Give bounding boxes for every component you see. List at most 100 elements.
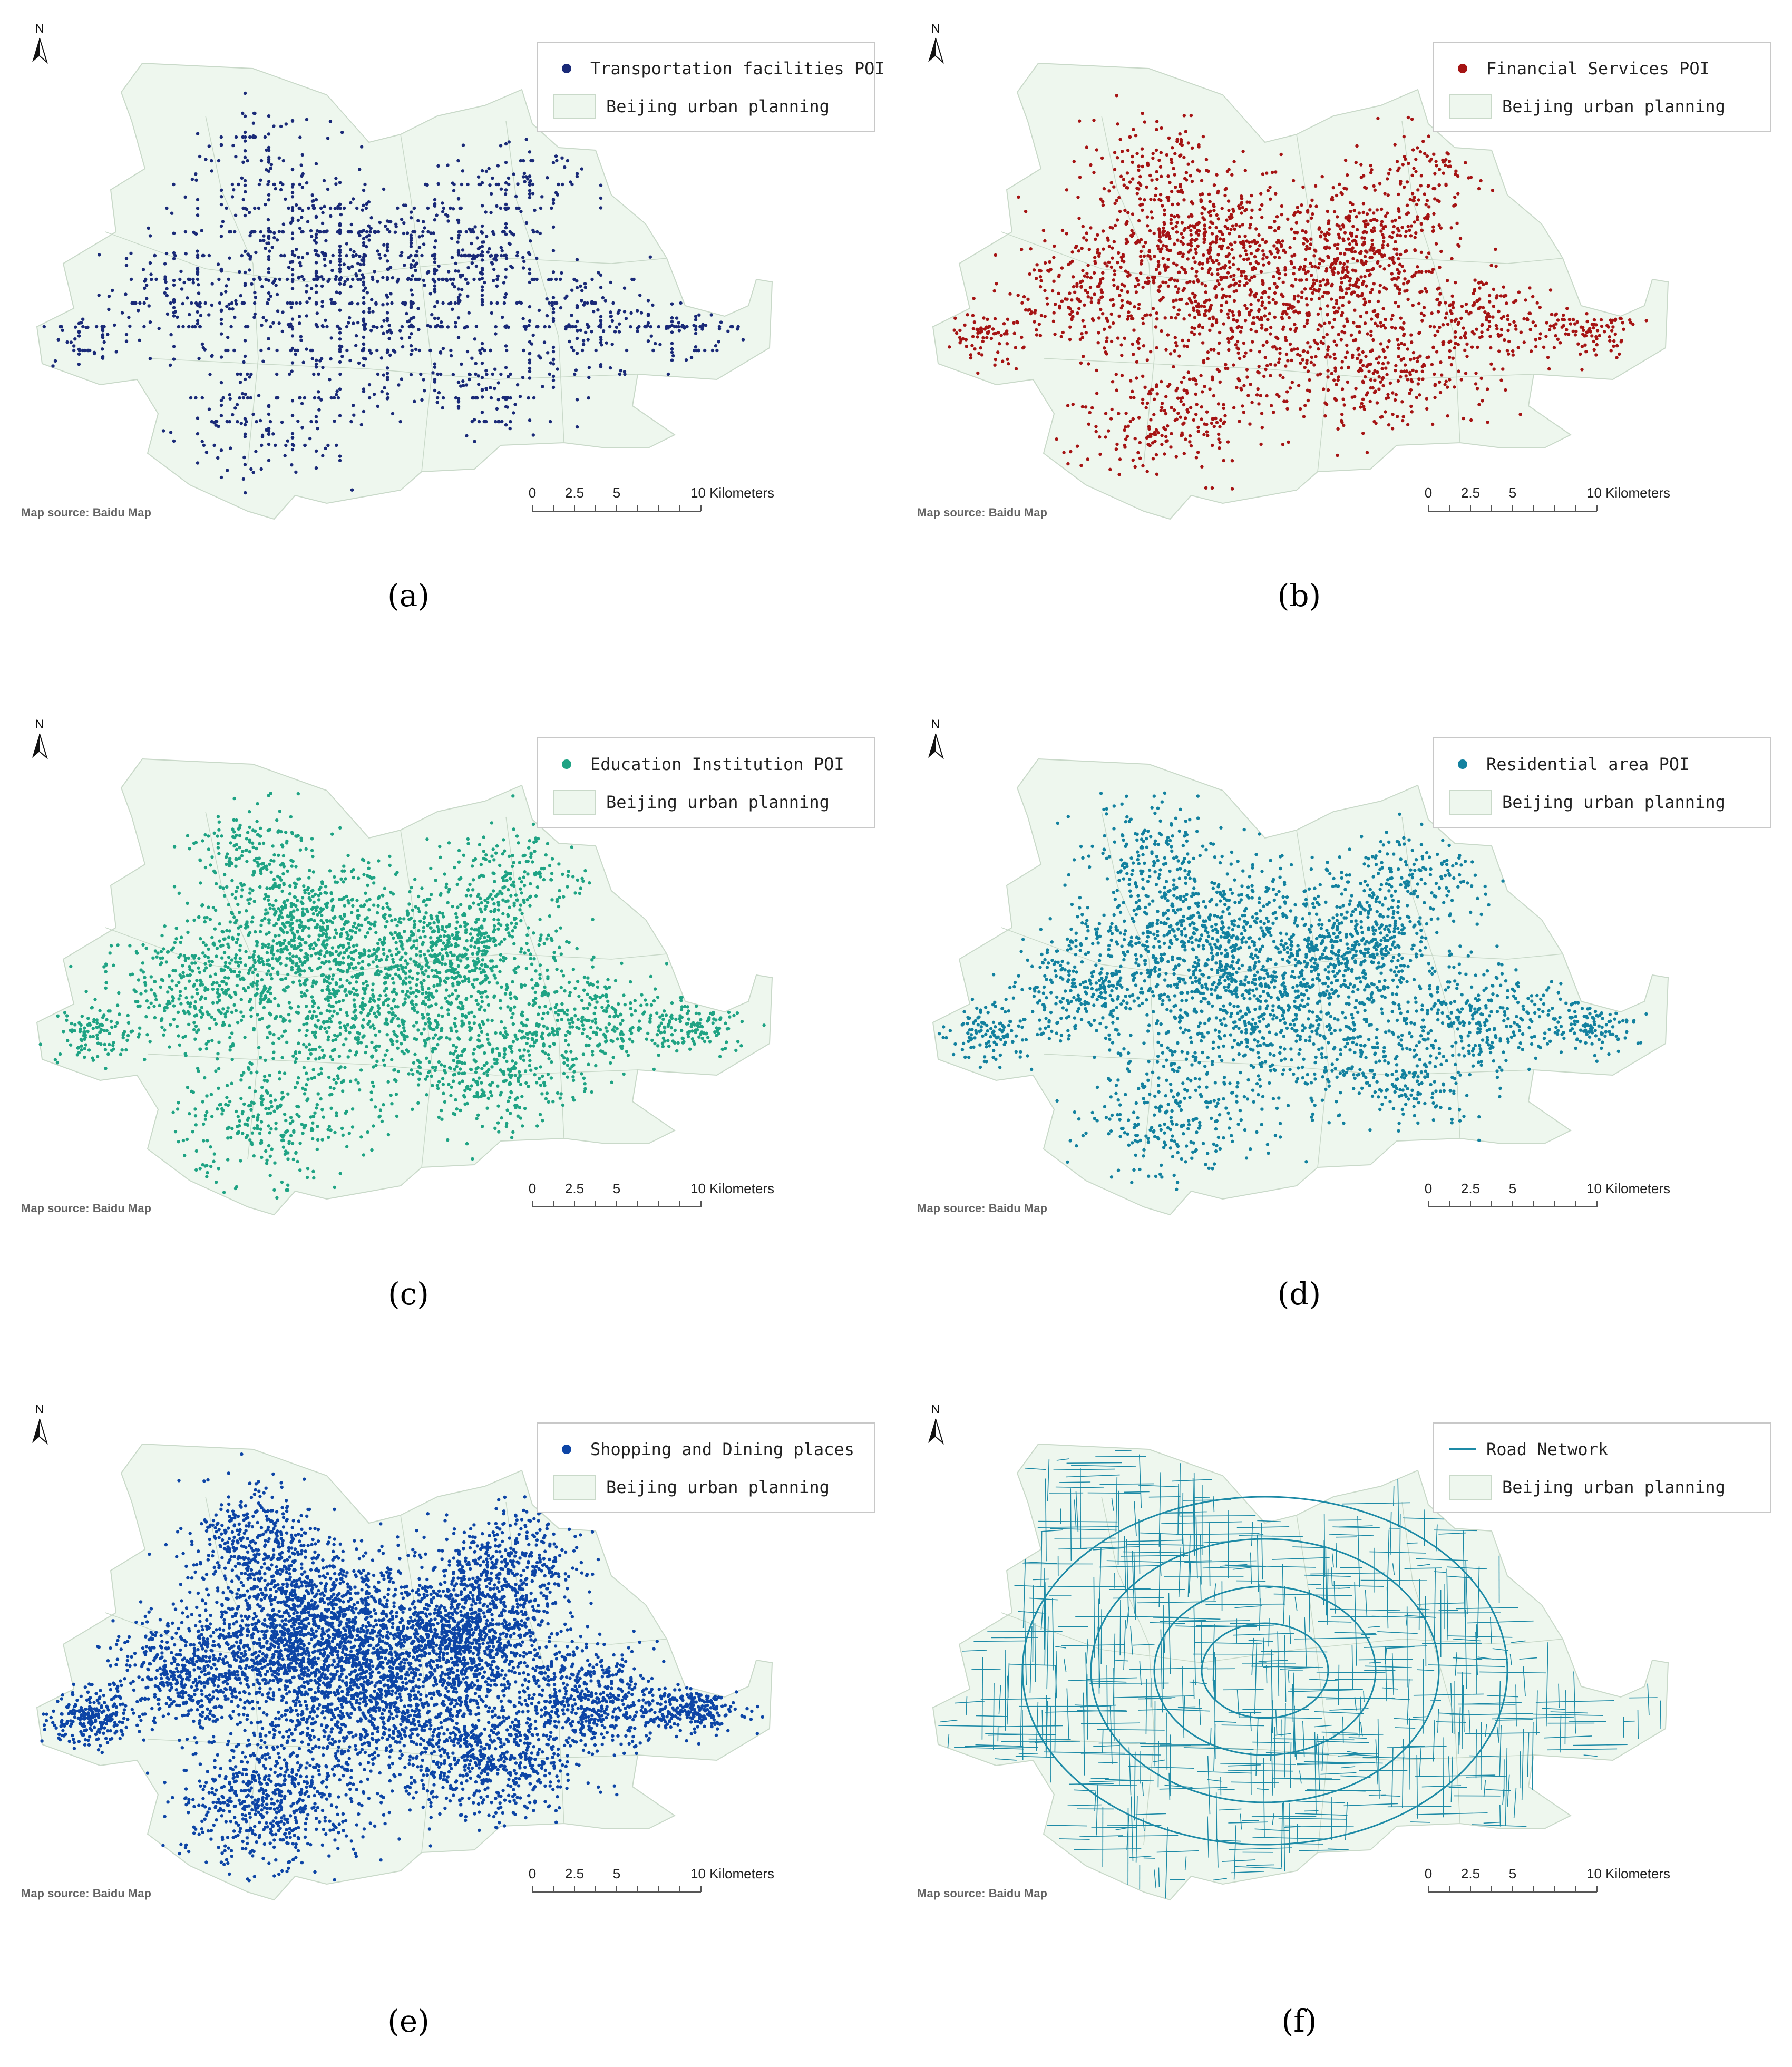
- poi-point: [1433, 334, 1437, 337]
- poi-point: [267, 337, 270, 340]
- poi-point: [294, 352, 297, 356]
- poi-point: [1338, 296, 1342, 299]
- poi-point: [417, 328, 421, 331]
- poi-point: [194, 396, 198, 400]
- poi-point: [492, 267, 496, 271]
- poi-point: [371, 310, 375, 314]
- poi-point: [656, 995, 660, 999]
- poi-point: [252, 301, 257, 305]
- poi-point: [229, 325, 233, 329]
- poi-point: [1362, 303, 1366, 307]
- poi-point: [230, 958, 234, 962]
- poi-point: [1250, 401, 1254, 404]
- poi-point: [273, 1098, 277, 1102]
- poi-point: [248, 268, 251, 272]
- poi-point: [1413, 249, 1417, 252]
- poi-point: [1360, 236, 1364, 240]
- poi-point: [1184, 178, 1189, 182]
- poi-point: [171, 1110, 175, 1114]
- poi-point: [203, 833, 207, 837]
- poi-point: [477, 383, 481, 386]
- poi-point: [329, 396, 333, 400]
- poi-point: [1410, 379, 1414, 384]
- poi-point: [1145, 185, 1148, 189]
- poi-point: [243, 432, 247, 436]
- poi-point: [1594, 335, 1598, 339]
- poi-point: [474, 372, 478, 376]
- poi-point: [244, 491, 247, 495]
- poi-point: [1370, 168, 1374, 172]
- poi-point: [1589, 330, 1592, 334]
- poi-point: [295, 248, 298, 251]
- poi-point: [464, 230, 468, 234]
- poi-point: [1128, 301, 1132, 305]
- poi-point: [489, 211, 493, 214]
- poi-point: [1242, 384, 1246, 388]
- poi-point: [398, 329, 402, 333]
- poi-point: [1359, 175, 1364, 179]
- poi-point: [1094, 237, 1097, 241]
- poi-point: [267, 169, 271, 173]
- poi-point: [201, 1163, 204, 1167]
- poi-point: [1316, 312, 1320, 316]
- poi-point: [455, 1107, 459, 1111]
- poi-point: [1201, 326, 1204, 329]
- legend-point-symbol: [1458, 64, 1467, 73]
- poi-point: [613, 330, 617, 334]
- poi-point: [163, 277, 167, 281]
- poi-point: [1319, 235, 1323, 239]
- poi-point: [1226, 199, 1231, 203]
- poi-point: [551, 357, 556, 361]
- poi-point: [259, 239, 262, 242]
- poi-point: [362, 237, 366, 240]
- poi-point: [1179, 240, 1183, 243]
- poi-point: [310, 995, 314, 999]
- poi-point: [1085, 145, 1088, 149]
- district-border: [205, 115, 259, 464]
- poi-point: [1346, 380, 1350, 384]
- poi-point: [478, 348, 482, 353]
- poi-point: [1507, 339, 1511, 344]
- poi-point: [348, 301, 352, 306]
- scale-tick-label: 10 Kilometers: [1586, 485, 1670, 501]
- poi-point: [409, 210, 413, 214]
- poi-point: [484, 210, 488, 214]
- poi-point: [1145, 470, 1149, 473]
- poi-point: [1323, 401, 1327, 405]
- poi-point: [1254, 329, 1258, 334]
- poi-point: [1436, 329, 1440, 333]
- poi-point: [106, 333, 110, 336]
- poi-point: [1126, 317, 1129, 321]
- poi-point: [1093, 292, 1096, 296]
- poi-point: [1139, 262, 1143, 266]
- poi-point: [300, 426, 304, 430]
- poi-point: [1413, 220, 1417, 224]
- poi-point: [575, 352, 579, 355]
- poi-point: [300, 402, 304, 405]
- poi-point: [1193, 377, 1196, 381]
- poi-point: [383, 1053, 387, 1057]
- poi-point: [489, 386, 492, 389]
- poi-point: [504, 161, 508, 164]
- poi-point: [1422, 314, 1426, 317]
- poi-point: [1462, 326, 1465, 330]
- poi-point: [527, 396, 530, 400]
- poi-point: [1196, 278, 1200, 282]
- poi-point: [1494, 296, 1498, 300]
- poi-point: [1229, 213, 1233, 217]
- poi-point: [1192, 256, 1195, 260]
- poi-point: [342, 864, 346, 868]
- poi-point: [1379, 321, 1382, 325]
- poi-point: [417, 348, 422, 353]
- poi-point: [1431, 345, 1435, 349]
- poi-point: [196, 249, 199, 253]
- poi-point: [420, 398, 424, 402]
- poi-point: [1110, 407, 1114, 412]
- poi-point: [1592, 348, 1596, 352]
- poi-point: [1124, 237, 1128, 241]
- poi-point: [1384, 214, 1388, 218]
- poi-point: [1454, 203, 1457, 207]
- poi-point: [1187, 215, 1191, 219]
- poi-point: [316, 390, 320, 394]
- poi-point: [275, 348, 279, 353]
